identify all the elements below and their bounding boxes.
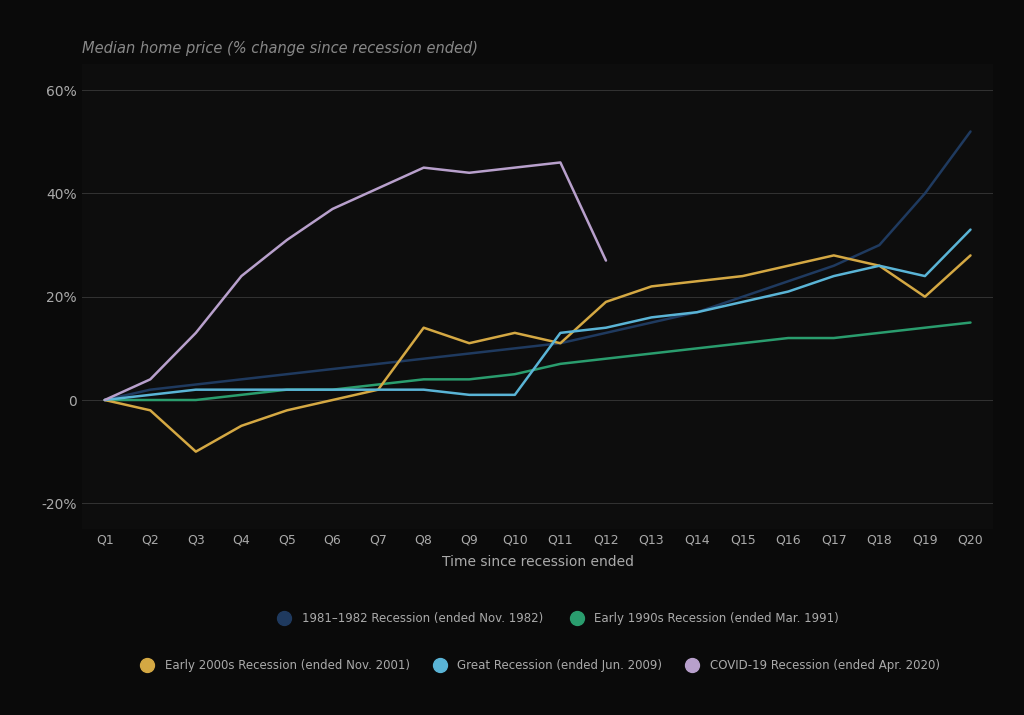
X-axis label: Time since recession ended: Time since recession ended [441,556,634,569]
Text: Median home price (% change since recession ended): Median home price (% change since recess… [82,41,478,56]
Legend: Early 2000s Recession (ended Nov. 2001), Great Recession (ended Jun. 2009), COVI: Early 2000s Recession (ended Nov. 2001),… [131,654,944,676]
